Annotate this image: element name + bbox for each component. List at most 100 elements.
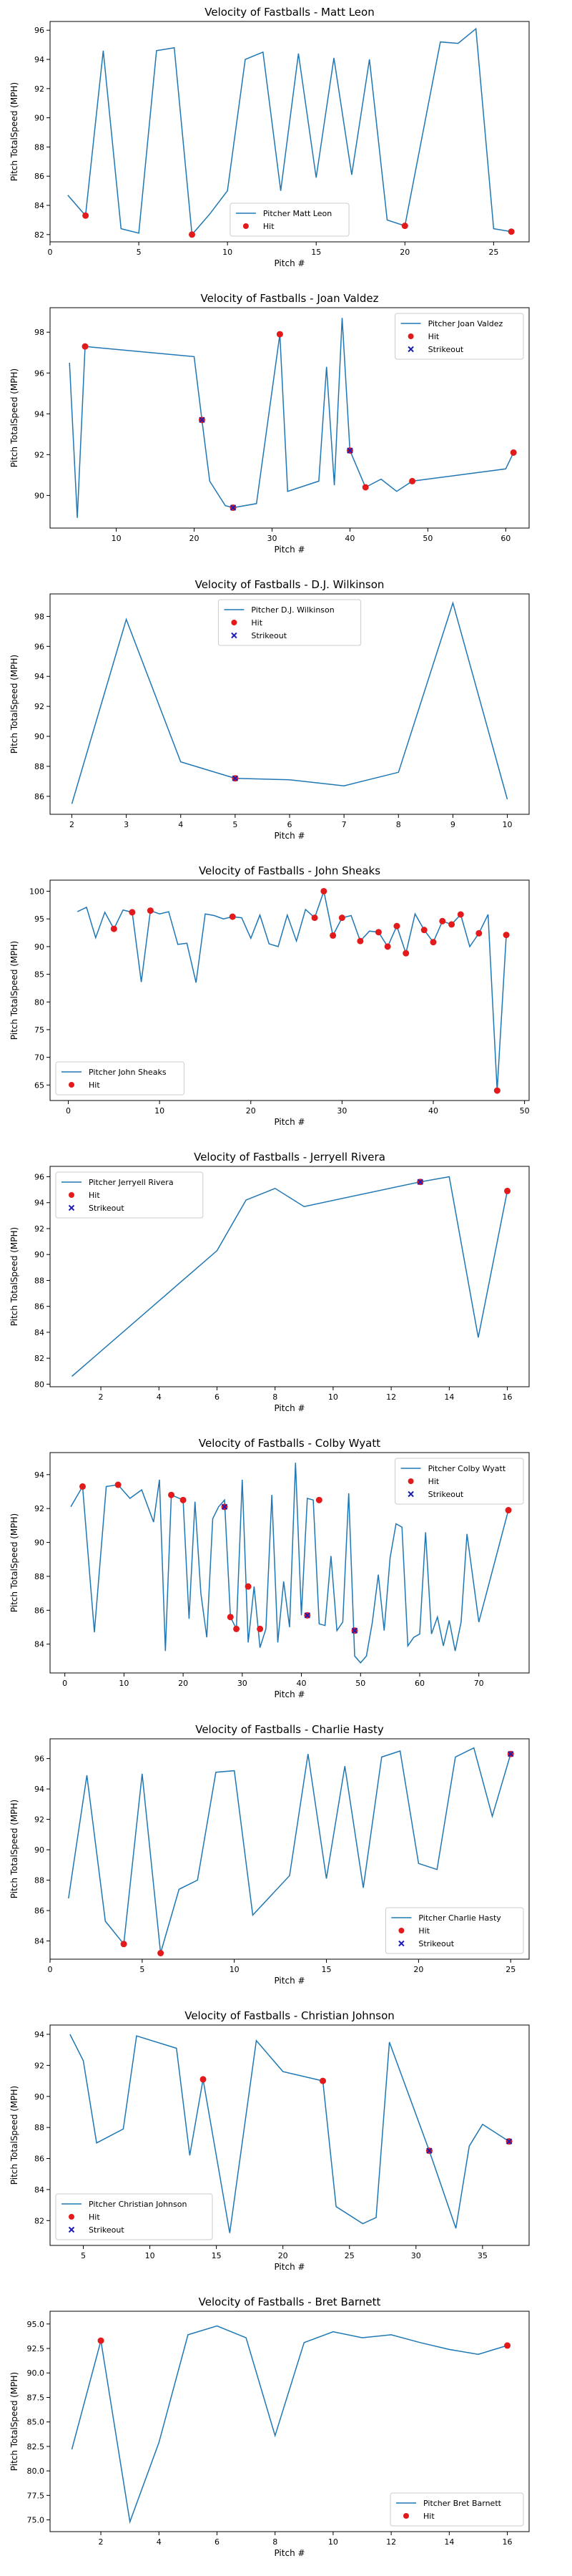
- legend-label: Strikeout: [251, 631, 287, 640]
- x-axis-label: Pitch #: [274, 1403, 305, 1413]
- x-tick-label: 2: [99, 1392, 104, 1402]
- y-tick-label: 88: [34, 1276, 44, 1285]
- y-tick-label: 92: [34, 450, 44, 459]
- legend-box: [390, 2492, 524, 2527]
- legend-label: Pitcher Christian Johnson: [89, 2200, 187, 2209]
- legend-label: Strikeout: [428, 345, 464, 354]
- x-tick-label: 25: [506, 1965, 516, 1974]
- legend-label: Strikeout: [89, 2225, 124, 2235]
- y-tick-label: 90.0: [27, 2368, 45, 2378]
- hit-marker: [79, 1483, 86, 1490]
- hit-marker: [82, 343, 89, 350]
- x-tick-label: 0: [66, 1106, 71, 1116]
- legend-hit-swatch: [69, 1082, 74, 1088]
- chart-title: Velocity of Fastballs - Bret Barnett: [199, 2296, 381, 2308]
- y-axis-label: Pitch TotalSpeed (MPH): [9, 655, 19, 753]
- legend-hit-swatch: [408, 333, 414, 339]
- plot-frame: [49, 2311, 530, 2532]
- x-tick-label: 10: [328, 2537, 338, 2547]
- x-tick-label: 14: [444, 2537, 454, 2547]
- x-tick-label: 40: [297, 1679, 307, 1688]
- velocity-series-line: [69, 318, 514, 518]
- y-tick-label: 85.0: [27, 2418, 45, 2427]
- chart-panel: Velocity of Fastballs - Charlie Hasty 0 5 1…: [9, 1723, 530, 1986]
- y-tick-label: 90: [34, 1250, 44, 1259]
- x-tick-label: 30: [411, 2251, 421, 2260]
- y-tick-label: 75: [34, 1025, 44, 1035]
- y-tick-label: 96: [34, 1172, 44, 1181]
- x-tick-label: 0: [62, 1679, 67, 1688]
- legend-box: [395, 313, 524, 360]
- x-axis-label: Pitch #: [274, 831, 305, 841]
- plot-frame: [49, 1738, 530, 1960]
- hit-marker: [315, 1496, 322, 1503]
- chart-panel: Velocity of Fastballs - Colby Wyatt 0 10 20…: [9, 1437, 530, 1699]
- x-tick-label: 8: [272, 1392, 277, 1402]
- x-tick-label: 16: [503, 1392, 513, 1402]
- hit-marker: [320, 887, 327, 894]
- y-tick-label: 82.5: [27, 2442, 45, 2451]
- y-axis-label: Pitch TotalSpeed (MPH): [9, 1800, 19, 1898]
- x-tick-label: 16: [503, 2537, 513, 2547]
- y-axis-label: Pitch TotalSpeed (MPH): [9, 941, 19, 1040]
- chart-panel: Velocity of Fastballs - Bret Barnett 2 4 6 8…: [9, 2296, 530, 2558]
- legend-label: Hit: [418, 1926, 430, 1936]
- y-tick-label: 95.0: [27, 2320, 45, 2329]
- y-tick-label: 86: [34, 1302, 44, 1312]
- x-tick-label: 15: [322, 1965, 332, 1974]
- y-tick-label: 80: [34, 997, 44, 1007]
- strikeout-marker: [426, 2147, 433, 2154]
- strikeout-marker: [508, 1751, 514, 1757]
- y-tick-label: 95: [34, 914, 44, 924]
- hit-marker: [320, 2077, 327, 2084]
- hit-marker: [147, 907, 154, 914]
- y-tick-label: 87.5: [27, 2393, 45, 2402]
- strikeout-marker: [199, 416, 205, 424]
- y-tick-label: 90: [34, 942, 44, 952]
- hit-marker: [503, 932, 510, 939]
- chart-panel: Velocity of Fastballs - D.J. Wilkinson 2 3…: [9, 578, 530, 841]
- legend-hit-swatch: [403, 2513, 409, 2519]
- x-tick-label: 10: [154, 1106, 164, 1116]
- legend-strikeout-swatch: [398, 1940, 405, 1947]
- x-axis-label: Pitch #: [274, 258, 305, 268]
- hit-marker: [420, 927, 428, 934]
- x-tick-label: 25: [488, 248, 498, 257]
- chart-title: Velocity of Fastballs - Colby Wyatt: [199, 1437, 380, 1450]
- legend: Pitcher D.J. Wilkinson Hit Strikeout: [217, 599, 362, 646]
- chart-panel: Velocity of Fastballs - John Sheaks 0 10 20…: [9, 864, 530, 1127]
- y-tick-label: 86: [34, 2155, 44, 2164]
- y-tick-label: 96: [34, 26, 44, 35]
- legend: Pitcher Matt Leon Hit: [230, 203, 350, 237]
- x-axis-label: Pitch #: [274, 1689, 305, 1699]
- x-tick-label: 12: [386, 1392, 396, 1402]
- x-tick-label: 10: [503, 820, 513, 829]
- hit-marker: [311, 914, 318, 922]
- legend-box: [395, 1458, 524, 1505]
- hit-marker: [504, 1187, 511, 1194]
- hit-marker: [114, 1481, 122, 1488]
- velocity-series-line: [71, 600, 508, 804]
- x-axis-label: Pitch #: [274, 1976, 305, 1986]
- legend-hit-swatch: [242, 223, 249, 229]
- y-tick-label: 85: [34, 970, 44, 980]
- legend-hit-swatch: [69, 1192, 74, 1198]
- legend-box: [55, 1061, 184, 1096]
- hit-marker: [505, 1507, 512, 1514]
- y-tick-label: 90: [34, 114, 44, 123]
- hit-marker: [384, 943, 391, 950]
- hit-marker: [401, 223, 408, 230]
- plot-frame: [49, 1452, 530, 1674]
- hit-marker: [157, 1950, 164, 1957]
- legend-hit-swatch: [408, 1478, 414, 1484]
- legend-box: [230, 203, 350, 237]
- legend-label: Hit: [251, 618, 262, 628]
- y-tick-label: 90: [34, 2092, 44, 2102]
- y-tick-label: 84: [34, 1937, 44, 1946]
- legend-label: Hit: [89, 1191, 100, 1200]
- hit-marker: [276, 331, 283, 338]
- x-tick-label: 20: [246, 1106, 256, 1116]
- y-tick-label: 92: [34, 2061, 44, 2070]
- hit-marker: [257, 1625, 264, 1632]
